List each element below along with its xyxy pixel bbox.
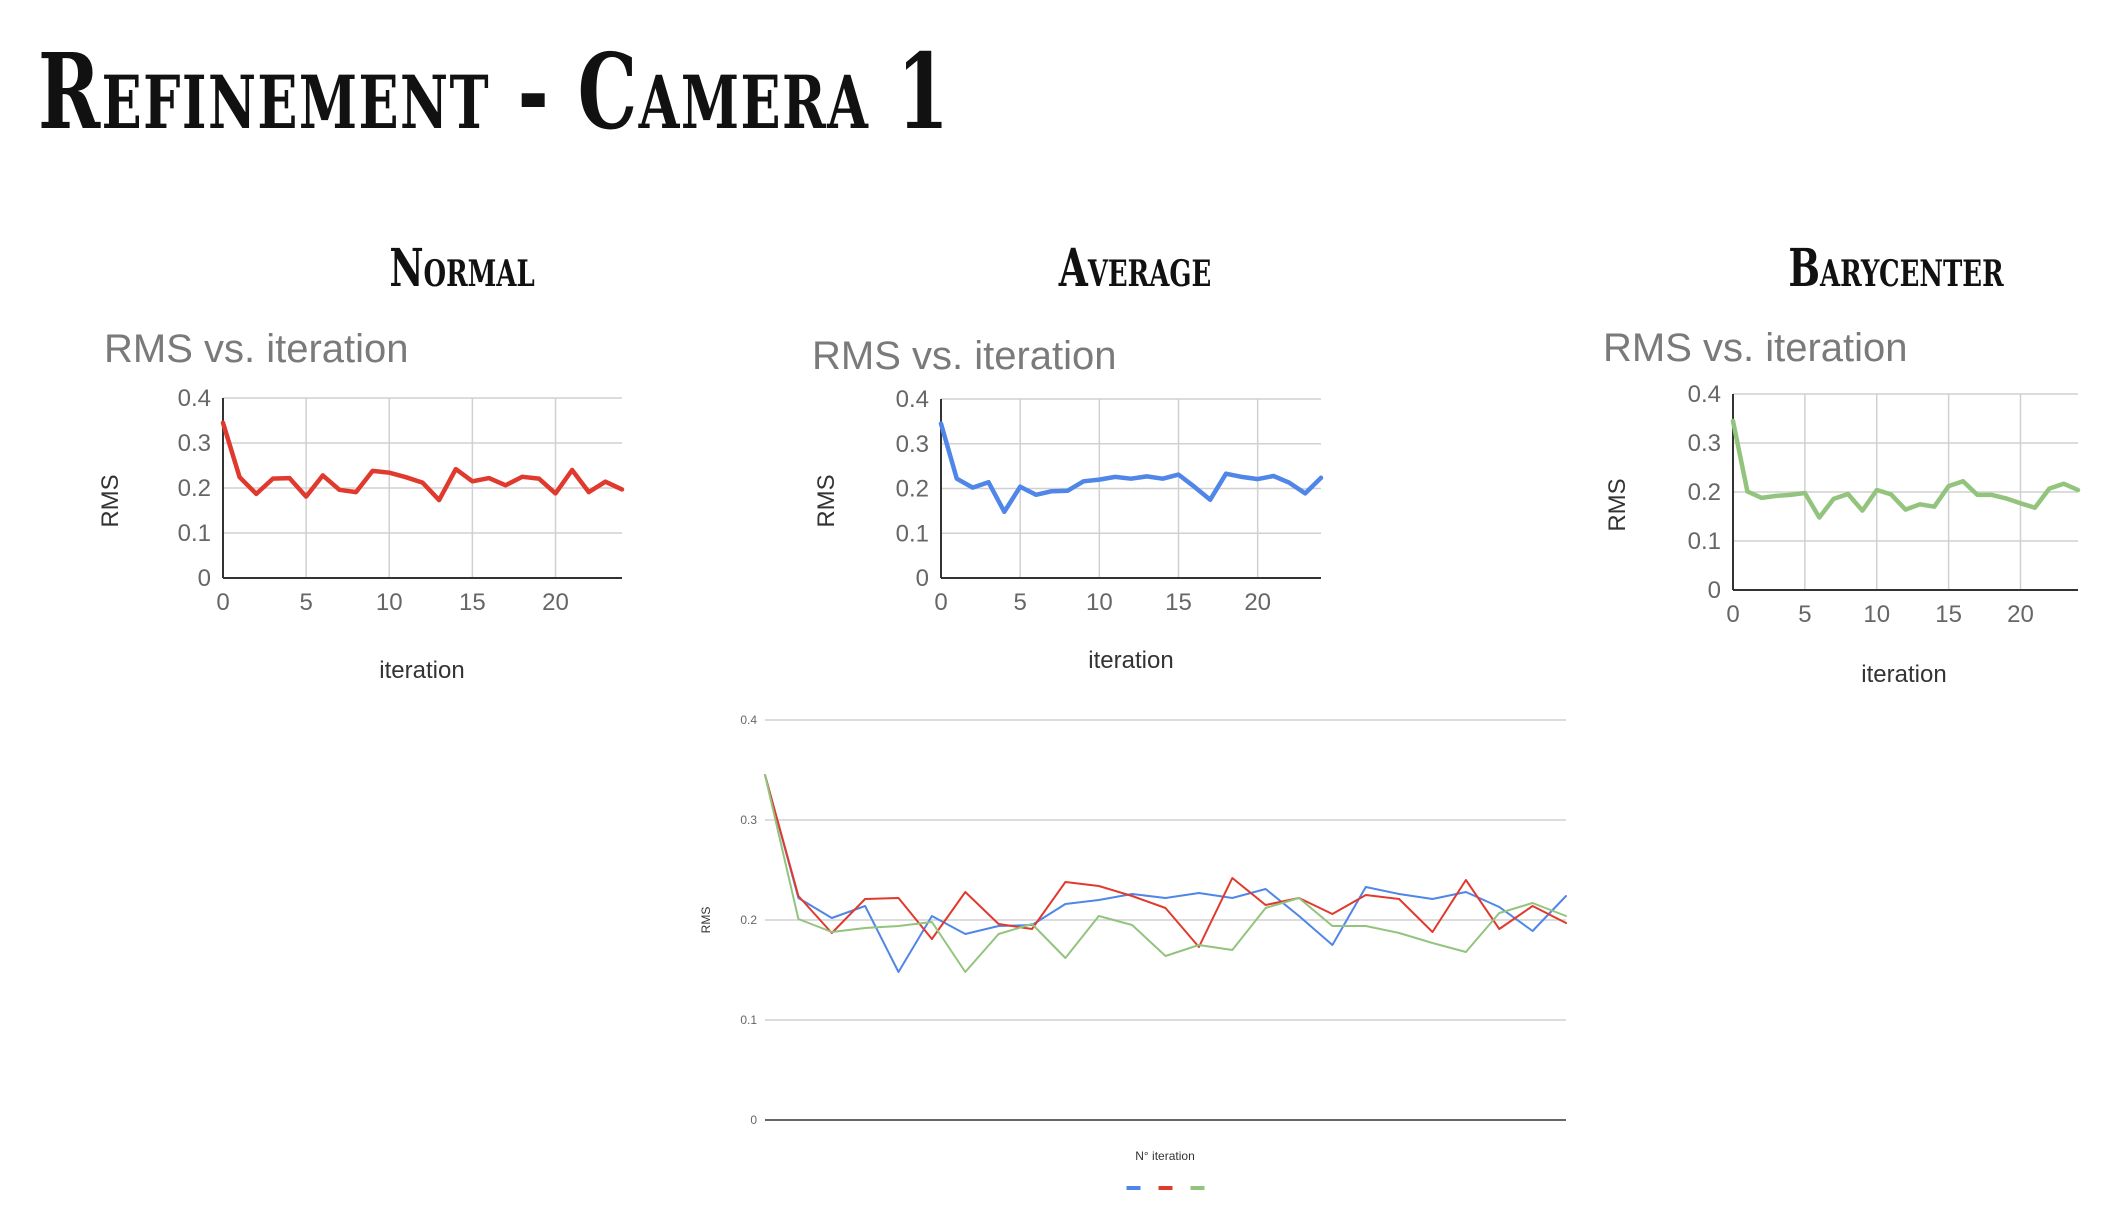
average-y-tick-label: 0.3 — [896, 431, 929, 458]
average-chart-title: RMS vs. iteration — [812, 334, 1117, 378]
combined-y-tick-label: 0.2 — [740, 913, 757, 927]
average-y-tick-label: 0 — [916, 565, 929, 592]
barycenter-series-line-0 — [1730, 418, 2081, 520]
average-x-tick-label: 10 — [1086, 589, 1113, 616]
barycenter-y-tick-label: 0.2 — [1688, 479, 1721, 506]
normal-x-tick-label: 0 — [216, 589, 229, 616]
normal-y-axis-label: RMS — [97, 474, 124, 527]
average-x-tick-label: 20 — [1244, 589, 1271, 616]
average-x-axis-label: iteration — [1088, 647, 1173, 674]
average-x-tick-label: 15 — [1165, 589, 1192, 616]
combined-series-line-0 — [764, 774, 1567, 973]
barycenter-x-tick-label: 20 — [2007, 601, 2034, 628]
combined-y-tick-label: 0 — [750, 1113, 757, 1127]
combined-y-axis-label: RMS — [699, 907, 713, 934]
barycenter-chart-title: RMS vs. iteration — [1603, 326, 1908, 370]
combined-series-line-1 — [764, 774, 1567, 948]
normal-x-tick-label: 20 — [542, 589, 569, 616]
normal-y-tick-label: 0 — [198, 565, 211, 592]
barycenter-y-tick-label: 0 — [1708, 577, 1721, 604]
section-title-average: Average — [1058, 238, 1212, 299]
section-title-barycenter: Barycenter — [1788, 238, 2004, 299]
barycenter-x-tick-label: 10 — [1863, 601, 1890, 628]
barycenter-y-tick-label: 0.3 — [1688, 430, 1721, 457]
average-x-tick-label: 0 — [934, 589, 947, 616]
combined-y-tick-label: 0.3 — [740, 813, 757, 827]
normal-y-tick-label: 0.4 — [178, 385, 211, 412]
average-y-tick-label: 0.1 — [896, 520, 929, 547]
normal-series-line-0 — [220, 420, 625, 503]
barycenter-y-axis-label: RMS — [1604, 478, 1631, 531]
normal-chart-title: RMS vs. iteration — [104, 327, 409, 371]
combined-y-tick-label: 0.1 — [740, 1013, 757, 1027]
barycenter-x-tick-label: 5 — [1798, 601, 1811, 628]
normal-x-tick-label: 10 — [376, 589, 403, 616]
average-x-tick-label: 5 — [1013, 589, 1026, 616]
combined-series-line-2 — [764, 774, 1567, 973]
normal-x-tick-label: 15 — [459, 589, 486, 616]
barycenter-x-tick-label: 0 — [1726, 601, 1739, 628]
slide-title: Refinement - Camera 1 — [38, 30, 951, 153]
average-y-tick-label: 0.4 — [896, 386, 929, 413]
normal-y-tick-label: 0.1 — [178, 520, 211, 547]
normal-y-tick-label: 0.3 — [178, 430, 211, 457]
average-series-line-0 — [938, 421, 1324, 515]
average-y-axis-label: RMS — [813, 474, 840, 527]
barycenter-x-tick-label: 15 — [1935, 601, 1962, 628]
combined-y-tick-label: 0.4 — [740, 713, 757, 727]
average-y-tick-label: 0.2 — [896, 476, 929, 503]
normal-x-axis-label: iteration — [379, 657, 464, 684]
section-title-normal: Normal — [389, 238, 535, 299]
barycenter-y-tick-label: 0.1 — [1688, 528, 1721, 555]
barycenter-y-tick-label: 0.4 — [1688, 381, 1721, 408]
normal-x-tick-label: 5 — [299, 589, 312, 616]
normal-y-tick-label: 0.2 — [178, 475, 211, 502]
combined-x-axis-label: N° iteration — [1135, 1149, 1195, 1163]
barycenter-x-axis-label: iteration — [1861, 661, 1946, 688]
